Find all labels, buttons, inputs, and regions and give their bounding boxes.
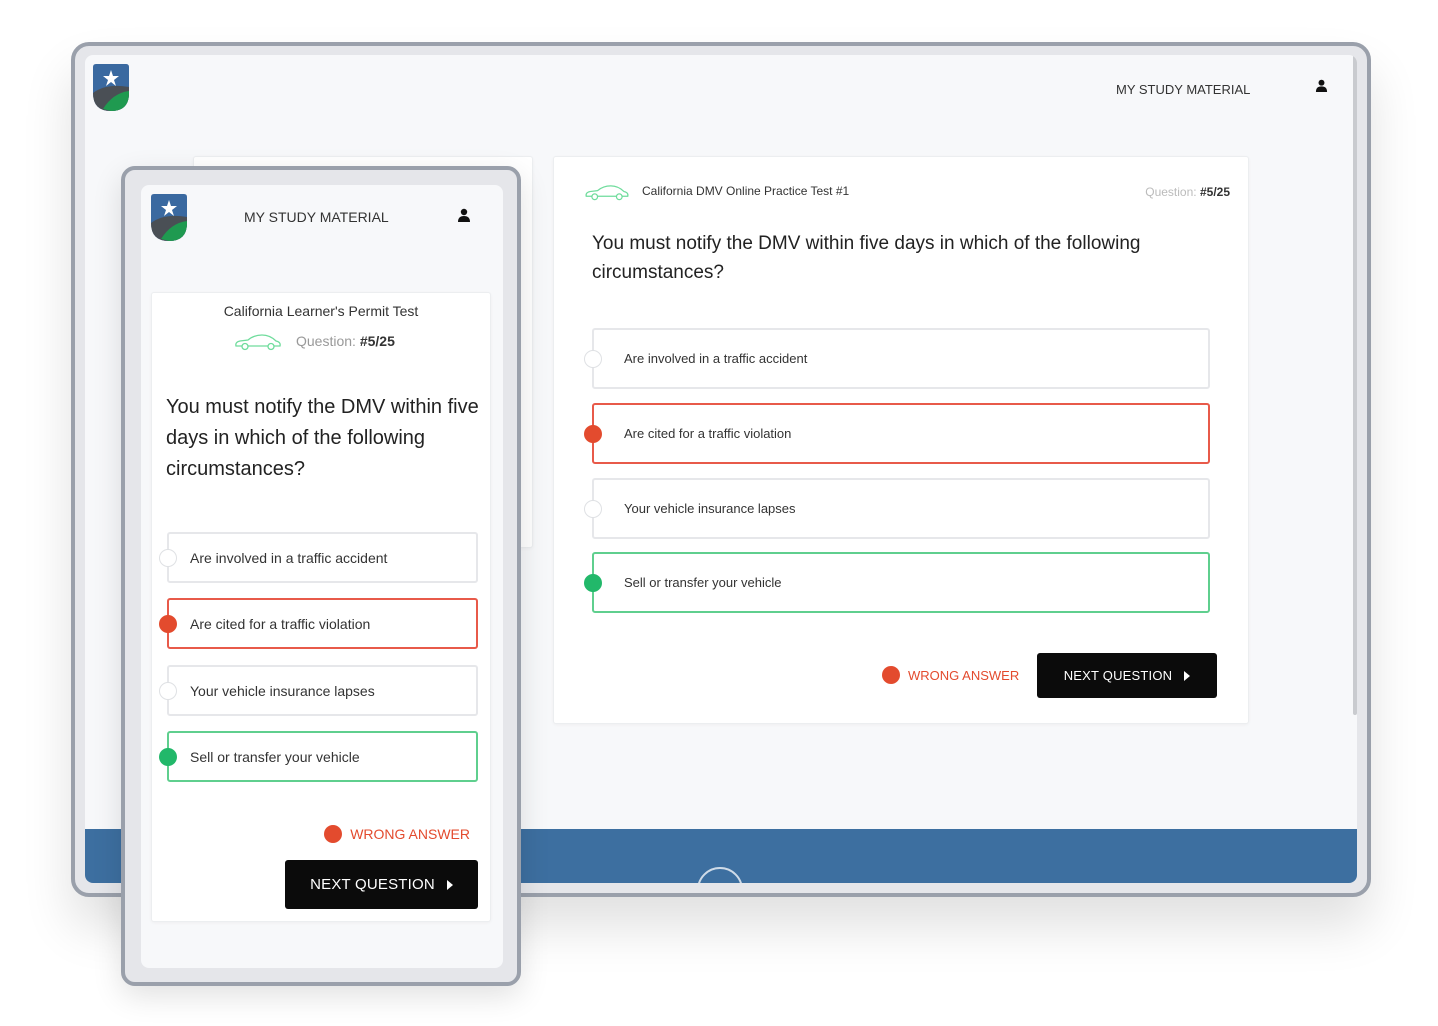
question-counter: Question: #5/25 [296,333,395,349]
radio-icon[interactable] [584,499,602,518]
nav-study-material[interactable]: MY STUDY MATERIAL [1116,82,1251,97]
question-text: You must notify the DMV within five days… [592,233,1141,283]
radio-icon[interactable] [584,349,602,368]
test-title: California DMV Online Practice Test #1 [642,184,850,198]
test-title: California Learner's Permit Test [223,303,419,319]
wrong-dot-icon [324,825,343,843]
mobile-screen: MY STUDY MATERIAL California Learner's P… [141,185,503,968]
answer-option-correct[interactable]: Sell or transfer your vehicle [159,731,478,782]
play-arrow-icon [1184,670,1191,681]
question-label: Question: [296,333,356,349]
mobile-frame: MY STUDY MATERIAL California Learner's P… [121,166,521,986]
logo-icon [91,63,131,113]
user-icon[interactable] [457,208,471,222]
next-question-button[interactable]: NEXT QUESTION [1037,653,1217,698]
answer-option[interactable]: Your vehicle insurance lapses [584,478,1210,539]
quiz-card: California Learner's Permit Test Questio… [151,292,491,922]
question-number: #5/25 [359,333,395,349]
radio-wrong-icon[interactable] [159,614,177,633]
play-arrow-icon [446,879,453,890]
answer-option[interactable]: Are involved in a traffic accident [584,328,1210,389]
option-label: Are cited for a traffic violation [624,426,792,441]
footer-emblem-icon [697,867,743,883]
next-question-button[interactable]: NEXT QUESTION [285,860,478,909]
wrong-answer-status: WRONG ANSWER [324,825,470,843]
desktop-scrollbar[interactable] [1353,55,1357,715]
next-question-label: NEXT QUESTION [1063,668,1173,683]
logo-icon [149,193,189,243]
wrong-answer-label: WRONG ANSWER [908,667,1020,683]
question-label: Question: [1145,185,1197,199]
option-label: Your vehicle insurance lapses [190,682,375,699]
radio-correct-icon[interactable] [584,573,602,592]
car-icon [584,184,630,201]
answer-option[interactable]: Are involved in a traffic accident [159,532,478,583]
question-number: #5/25 [1199,185,1230,199]
answer-option-correct[interactable]: Sell or transfer your vehicle [584,552,1210,613]
radio-wrong-icon[interactable] [584,424,602,443]
option-label: Are involved in a traffic accident [190,549,388,566]
option-label: Your vehicle insurance lapses [624,501,796,516]
user-icon[interactable] [1315,79,1328,92]
wrong-answer-label: WRONG ANSWER [350,826,470,842]
option-label: Are involved in a traffic accident [624,351,808,366]
next-question-label: NEXT QUESTION [310,876,435,893]
question-text: You must notify the DMV within five days… [166,396,479,480]
quiz-card: California DMV Online Practice Test #1 Q… [553,156,1249,724]
radio-icon[interactable] [159,548,177,567]
answer-option-wrong[interactable]: Are cited for a traffic violation [159,598,478,649]
nav-study-material[interactable]: MY STUDY MATERIAL [244,209,389,225]
answer-option-wrong[interactable]: Are cited for a traffic violation [584,403,1210,464]
question-counter: Question: #5/25 [1145,185,1230,199]
wrong-dot-icon [882,666,900,684]
option-label: Sell or transfer your vehicle [190,748,360,765]
wrong-answer-status: WRONG ANSWER [882,666,1019,684]
car-icon [234,333,282,351]
answer-option[interactable]: Your vehicle insurance lapses [159,665,478,716]
radio-icon[interactable] [159,681,177,700]
radio-correct-icon[interactable] [159,747,177,766]
option-label: Are cited for a traffic violation [190,615,371,632]
option-label: Sell or transfer your vehicle [624,575,782,590]
